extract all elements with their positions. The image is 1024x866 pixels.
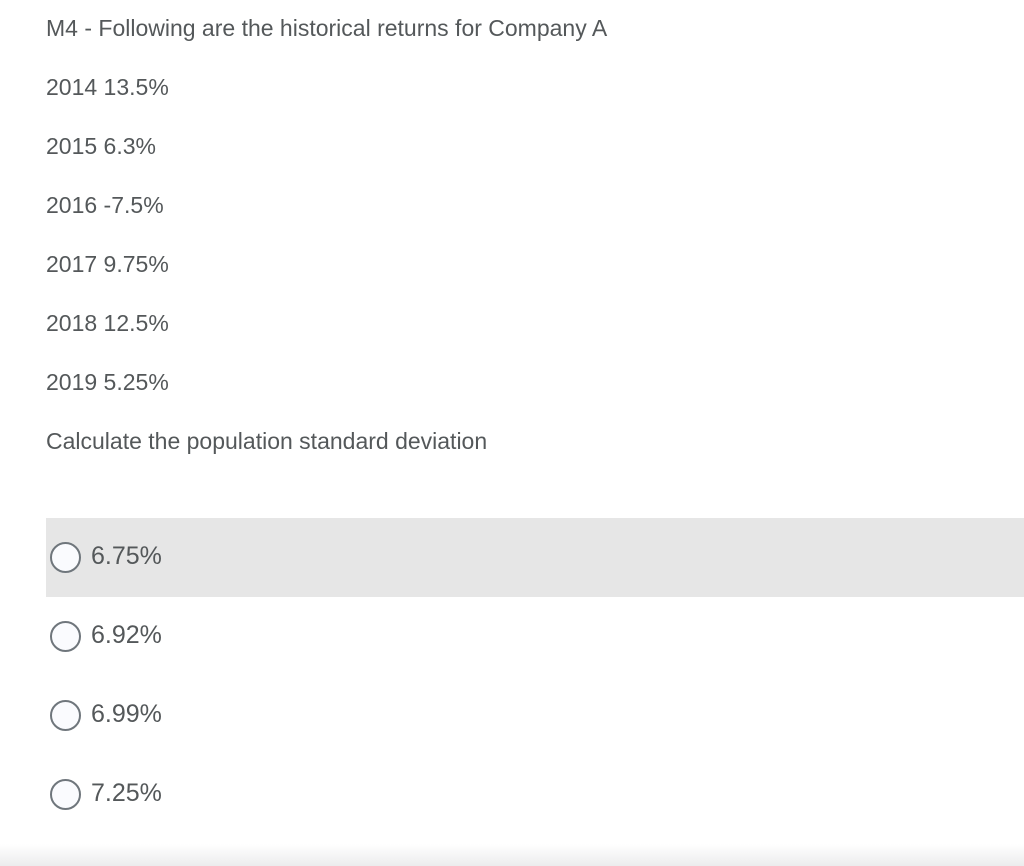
answer-option-label: 6.99% (91, 700, 162, 728)
radio-button-icon[interactable] (50, 779, 81, 810)
question-prompt: Calculate the population standard deviat… (46, 428, 488, 454)
return-line-2018: 2018 12.5% (46, 310, 169, 336)
answer-option-label: 7.25% (91, 779, 162, 807)
question-text-block: M4 - Following are the historical return… (46, 15, 608, 454)
return-line-2014: 2014 13.5% (46, 74, 169, 100)
answer-option-1[interactable]: 6.75% (46, 518, 1024, 597)
radio-button-icon[interactable] (50, 621, 81, 652)
return-line-2017: 2017 9.75% (46, 251, 169, 277)
radio-button-icon[interactable] (50, 542, 81, 573)
radio-button-icon[interactable] (50, 700, 81, 731)
answer-option-3[interactable]: 6.99% (46, 676, 1024, 755)
answer-option-4[interactable]: 7.25% (46, 755, 1024, 834)
answer-option-2[interactable]: 6.92% (46, 597, 1024, 676)
return-line-2019: 2019 5.25% (46, 369, 169, 395)
bottom-edge-gradient (0, 844, 1024, 866)
answer-options: 6.75% 6.92% 6.99% 7.25% (0, 518, 1024, 834)
return-line-2015: 2015 6.3% (46, 133, 156, 159)
answer-option-label: 6.75% (91, 542, 162, 570)
answer-option-label: 6.92% (91, 621, 162, 649)
question-title: M4 - Following are the historical return… (46, 15, 608, 41)
return-line-2016: 2016 -7.5% (46, 192, 164, 218)
